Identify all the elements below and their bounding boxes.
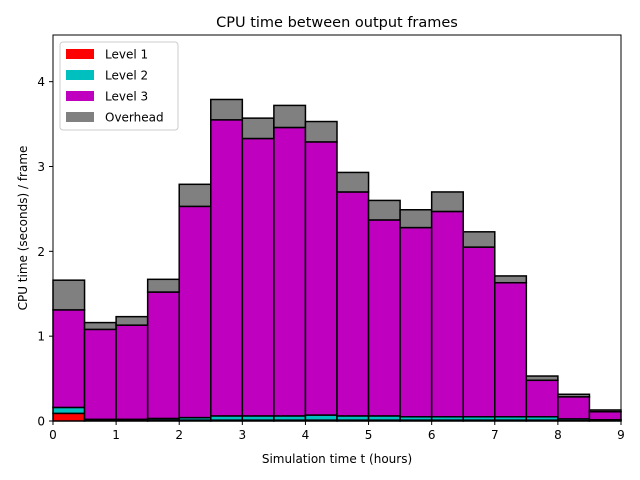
plot-frame: [52, 34, 622, 422]
y-tick-label: 3: [37, 160, 45, 174]
y-tick-label: 4: [37, 75, 45, 89]
bar-overhead-2: [115, 315, 149, 326]
bar-level-3-0: [52, 309, 86, 409]
bar-level-3-8: [304, 141, 338, 416]
bar-overhead-6: [241, 117, 275, 140]
bar-overhead-3: [146, 278, 180, 293]
x-tick-label: 5: [365, 428, 373, 442]
x-tick-label: 9: [617, 428, 625, 442]
bar-overhead-7: [273, 104, 307, 129]
x-tick-label: 0: [49, 428, 57, 442]
legend-label: Level 2: [105, 69, 148, 83]
x-tick-label: 3: [239, 428, 247, 442]
y-tick-label: 1: [37, 330, 45, 344]
y-tick-label: 0: [37, 415, 45, 429]
bar-overhead-12: [430, 191, 464, 213]
x-tick-label: 8: [554, 428, 562, 442]
bar-overhead-9: [336, 171, 370, 193]
y-axis-label: CPU time (seconds) / frame: [16, 146, 30, 311]
bar-level-3-14: [494, 281, 528, 418]
bar-level-3-16: [557, 396, 591, 420]
bar-overhead-13: [462, 231, 496, 248]
x-axis: 0 1 2 3 4 5 6 7 8 9: [49, 421, 625, 442]
bar-overhead-8: [304, 120, 338, 143]
legend-label: Overhead: [105, 111, 164, 125]
bar-overhead-11: [399, 209, 433, 229]
bar-level-3-7: [273, 126, 307, 417]
bar-level-3-17: [588, 410, 622, 421]
bar-level-2-8: [304, 414, 338, 421]
bar-level-3-15: [525, 379, 559, 418]
bar-level-2-0: [52, 406, 86, 415]
y-tick-label: 2: [37, 245, 45, 259]
legend-swatch-level-2: [66, 70, 94, 80]
bar-overhead-5: [210, 98, 244, 121]
legend-label: Level 3: [105, 90, 148, 104]
bars-group: [52, 98, 622, 422]
bar-overhead-1: [83, 321, 117, 331]
legend-label: Level 1: [105, 48, 148, 62]
x-tick-label: 6: [428, 428, 436, 442]
bar-overhead-10: [367, 199, 401, 221]
legend-swatch-level-3: [66, 91, 94, 101]
bar-overhead-16: [557, 393, 591, 398]
legend-swatch-level-1: [66, 49, 94, 59]
legend-box: [59, 41, 179, 131]
bar-level-3-11: [399, 226, 433, 418]
x-tick-label: 2: [175, 428, 183, 442]
bar-level-3-2: [115, 324, 149, 421]
chart-title: CPU time between output frames: [216, 15, 458, 31]
bar-level-3-6: [241, 137, 275, 417]
legend: Level 1 Level 2 Level 3 Overhead: [59, 41, 179, 131]
x-tick-label: 4: [302, 428, 310, 442]
bar-overhead-17: [588, 409, 622, 413]
bar-level-3-3: [146, 291, 180, 420]
x-tick-label: 7: [491, 428, 499, 442]
bar-overhead-15: [525, 375, 559, 382]
bar-overhead-14: [494, 275, 528, 284]
bar-level-3-5: [210, 119, 244, 417]
bar-level-3-4: [178, 205, 212, 419]
bar-level-1-0: [52, 412, 86, 422]
bar-level-3-13: [462, 246, 496, 418]
legend-swatch-overhead: [66, 112, 94, 122]
bar-overhead-0: [52, 279, 86, 311]
bar-level-3-9: [336, 191, 370, 417]
bar-level-3-12: [430, 210, 464, 418]
bar-overhead-4: [178, 183, 212, 208]
x-axis-label: Simulation time t (hours): [262, 452, 412, 466]
y-axis: 0 1 2 3 4: [37, 75, 53, 429]
x-tick-label: 1: [112, 428, 120, 442]
bar-level-3-10: [367, 219, 401, 417]
bar-level-3-1: [83, 328, 117, 421]
